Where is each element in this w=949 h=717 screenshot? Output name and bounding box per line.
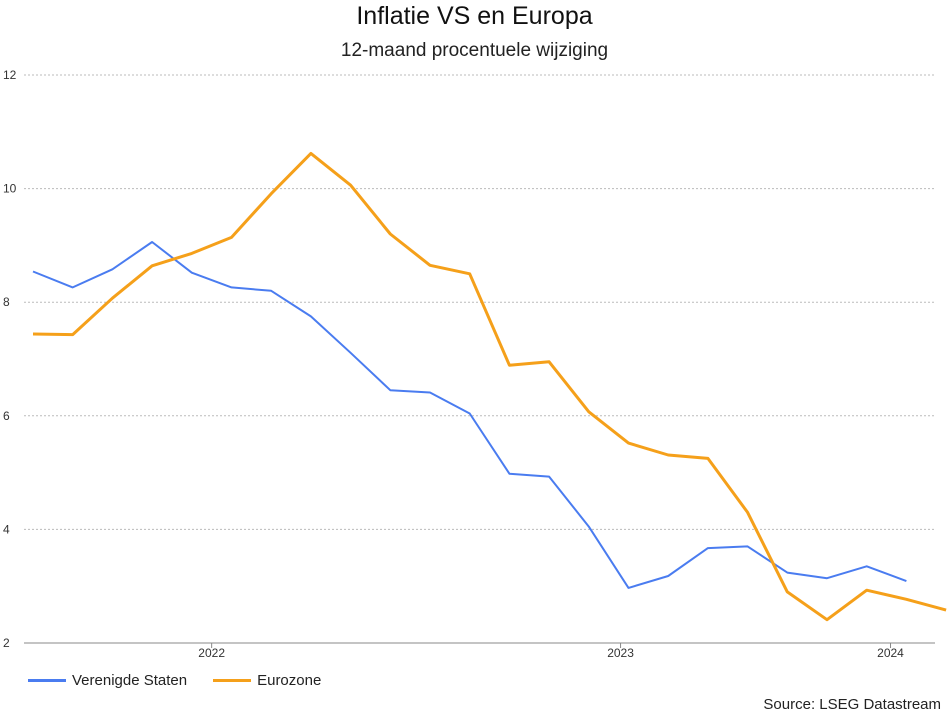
series-line-eurozone — [32, 151, 947, 622]
x-tick-label: 2023 — [607, 646, 634, 660]
y-tick-label: 2 — [3, 636, 10, 650]
y-axis-ticks: 2 4 6 8 10 12 — [3, 68, 17, 650]
y-tick-label: 8 — [3, 295, 10, 309]
legend-swatch-eurozone — [213, 679, 252, 682]
chart-title: Inflatie VS en Europa — [356, 2, 593, 30]
x-tick-label: 2024 — [877, 646, 904, 660]
legend-item-eurozone: Eurozone — [213, 672, 321, 689]
y-tick-label: 4 — [3, 522, 10, 536]
series-line-us — [32, 241, 907, 589]
legend-swatch-us — [28, 679, 66, 682]
chart-subtitle: 12-maand procentuele wijziging — [340, 40, 609, 61]
legend-label-eurozone: Eurozone — [257, 672, 322, 689]
x-axis-ticks: 2022 2023 2024 — [198, 643, 904, 660]
gridlines — [24, 74, 935, 644]
legend-item-us: Verenigde Staten — [28, 672, 187, 689]
series-lines — [32, 151, 947, 622]
legend: Verenigde Staten Eurozone — [28, 672, 347, 689]
legend-label-us: Verenigde Staten — [72, 672, 188, 689]
y-tick-label: 6 — [3, 409, 10, 423]
source-note: Source: LSEG Datastream — [763, 696, 941, 713]
y-tick-label: 10 — [3, 182, 17, 196]
x-tick-label: 2022 — [198, 646, 225, 660]
y-tick-label: 12 — [3, 68, 17, 82]
